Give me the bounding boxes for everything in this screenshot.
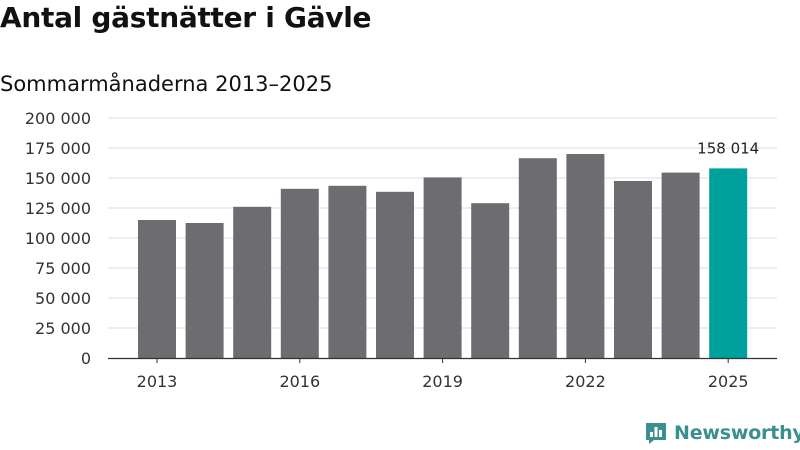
bar-2020 (471, 203, 510, 358)
y-tick-label: 75 000 (35, 259, 91, 278)
x-tick-label: 2019 (422, 372, 463, 391)
y-tick-label: 100 000 (25, 229, 91, 248)
y-tick-label: 0 (81, 349, 91, 368)
y-tick-label: 150 000 (25, 169, 91, 188)
bar-2016 (280, 188, 319, 358)
y-tick-label: 175 000 (25, 139, 91, 158)
bar-2014 (185, 223, 224, 358)
x-tick-label: 2025 (708, 372, 749, 391)
bar-2013 (138, 220, 176, 358)
bar-2024 (661, 172, 700, 358)
chart-subtitle: Sommarmånaderna 2013–2025 (0, 72, 333, 96)
bar-2018 (376, 191, 414, 358)
bar-2022 (566, 154, 605, 358)
newsworthy-brand: Newsworthy (644, 420, 800, 446)
bar-2021 (518, 158, 557, 358)
y-tick-label: 200 000 (25, 109, 91, 128)
x-tick-label: 2013 (137, 372, 178, 391)
bar-2023 (614, 181, 652, 358)
y-tick-label: 125 000 (25, 199, 91, 218)
x-tick-label: 2016 (279, 372, 320, 391)
data-label: 158 014 (697, 139, 759, 157)
y-tick-label: 50 000 (35, 289, 91, 308)
newsworthy-logo-icon (646, 423, 666, 444)
bar-2019 (423, 177, 462, 358)
y-tick-label: 25 000 (35, 319, 91, 338)
bar-2017 (328, 185, 367, 358)
brand-name: Newsworthy (674, 422, 800, 444)
bar-2015 (233, 206, 272, 358)
chart-title: Antal gästnätter i Gävle (0, 1, 372, 34)
bar-2025 (709, 168, 748, 358)
x-tick-label: 2022 (565, 372, 606, 391)
